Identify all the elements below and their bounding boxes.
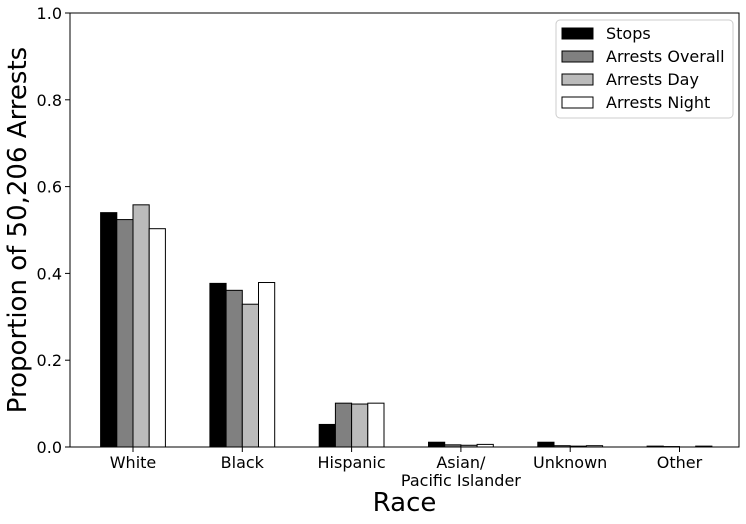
bar: [258, 282, 276, 448]
legend-swatch: [561, 73, 594, 86]
y-tick-label: 0.2: [37, 351, 62, 370]
legend-label: Arrests Day: [606, 70, 699, 89]
legend-label: Arrests Night: [606, 93, 710, 112]
y-tick-label: 0.6: [37, 178, 62, 197]
bar: [241, 303, 260, 448]
bars-group: [100, 204, 713, 448]
bar: [318, 423, 336, 448]
legend-swatch: [561, 27, 594, 40]
y-tick-label: 0.4: [37, 264, 62, 283]
bar: [148, 228, 166, 448]
bar: [132, 204, 150, 448]
x-tick-label: Hispanic: [318, 453, 386, 472]
x-tick-label: Asian/: [436, 453, 486, 472]
legend-label: Stops: [606, 24, 651, 43]
y-tick-label: 0.0: [37, 438, 62, 457]
x-tick-label: Other: [657, 453, 703, 472]
legend-swatch: [561, 96, 594, 109]
bar: [209, 282, 227, 448]
y-tick-label: 0.8: [37, 91, 62, 110]
bar: [367, 402, 385, 448]
bar: [351, 403, 369, 448]
bar: [334, 402, 353, 448]
bar: [537, 441, 555, 448]
x-tick-label: Unknown: [533, 453, 607, 472]
x-tick-label: White: [110, 453, 157, 472]
bar: [428, 441, 446, 448]
plot-frame: [69, 12, 740, 448]
bar: [116, 219, 134, 448]
y-axis-label: Proportion of 50,206 Arrests: [3, 47, 33, 413]
legend-frame: [555, 19, 734, 119]
legend: Stops Arrests Overall Arrests Day Arrests N…: [555, 19, 734, 119]
x-axis-label: Race: [373, 488, 437, 518]
legend-label: Arrests Overall: [606, 47, 725, 66]
bar: [100, 212, 118, 448]
y-tick-label: 1.0: [37, 4, 62, 23]
x-axis: White Black Hispanic Asian/Pacific Islander…: [110, 447, 703, 490]
y-axis: 0.0 0.2 0.4 0.6 0.8 1.0: [37, 4, 70, 457]
bar: [225, 289, 243, 448]
x-tick-label: Black: [221, 453, 265, 472]
x-tick-label: Pacific Islander: [401, 471, 521, 490]
legend-swatch: [561, 50, 594, 63]
